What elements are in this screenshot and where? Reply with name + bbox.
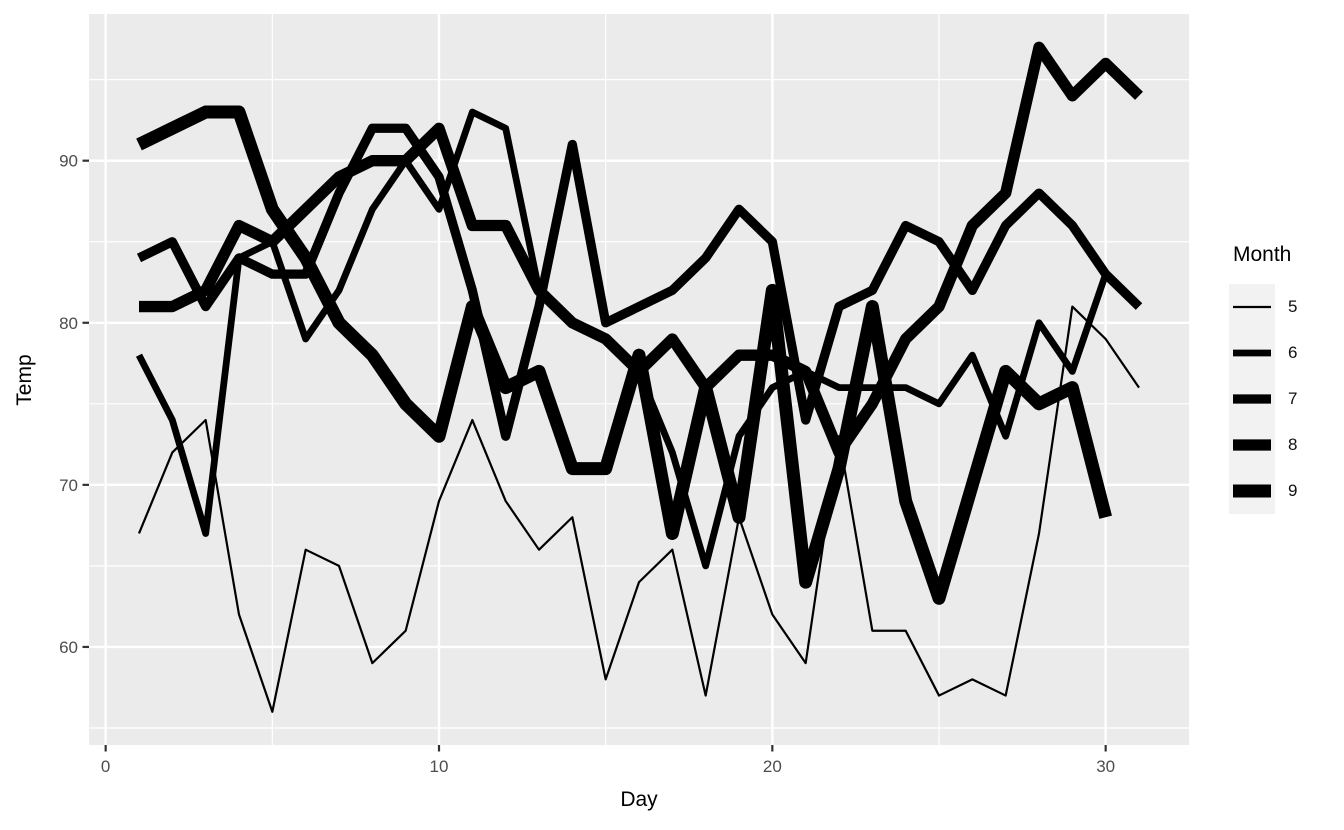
legend-label: 9 <box>1288 481 1298 500</box>
legend-item-month-7: 7 <box>1229 376 1344 422</box>
legend-label: 6 <box>1288 343 1298 362</box>
legend-item-month-6: 6 <box>1229 330 1344 376</box>
y-tick-label: 70 <box>59 476 78 495</box>
legend-key <box>1229 330 1275 376</box>
series-line-month-9 <box>136 105 1112 605</box>
legend-key <box>1229 468 1275 514</box>
line-swatch-icon <box>1233 484 1271 498</box>
legend-key <box>1229 422 1275 468</box>
y-axis-title: Temp <box>13 354 36 406</box>
legend-label: 8 <box>1288 435 1298 454</box>
y-tick-label: 90 <box>59 152 78 171</box>
line-swatch-icon <box>1233 305 1271 309</box>
y-tick-label: 80 <box>59 314 78 333</box>
legend-key <box>1229 284 1275 330</box>
x-tick-label: 0 <box>101 757 110 776</box>
line-swatch-icon <box>1233 394 1271 404</box>
x-tick-label: 10 <box>430 757 449 776</box>
line-swatch-icon <box>1233 439 1271 451</box>
legend-item-month-8: 8 <box>1229 422 1344 468</box>
legend-label: 7 <box>1288 389 1298 408</box>
legend-label: 5 <box>1288 297 1298 316</box>
legend-title: Month <box>1233 243 1292 266</box>
x-tick-label: 20 <box>763 757 782 776</box>
legend-key <box>1229 376 1275 422</box>
legend-item-month-5: 5 <box>1229 284 1344 330</box>
y-tick-label: 60 <box>59 638 78 657</box>
line-swatch-icon <box>1233 349 1271 357</box>
series-line-month-5 <box>137 305 1140 713</box>
legend-item-month-9: 9 <box>1229 468 1344 514</box>
x-axis-title: Day <box>620 788 658 811</box>
x-tick-label: 30 <box>1096 757 1115 776</box>
legend: Month 5 6 7 <box>1229 242 1344 514</box>
series-line-month-7 <box>136 123 1143 441</box>
